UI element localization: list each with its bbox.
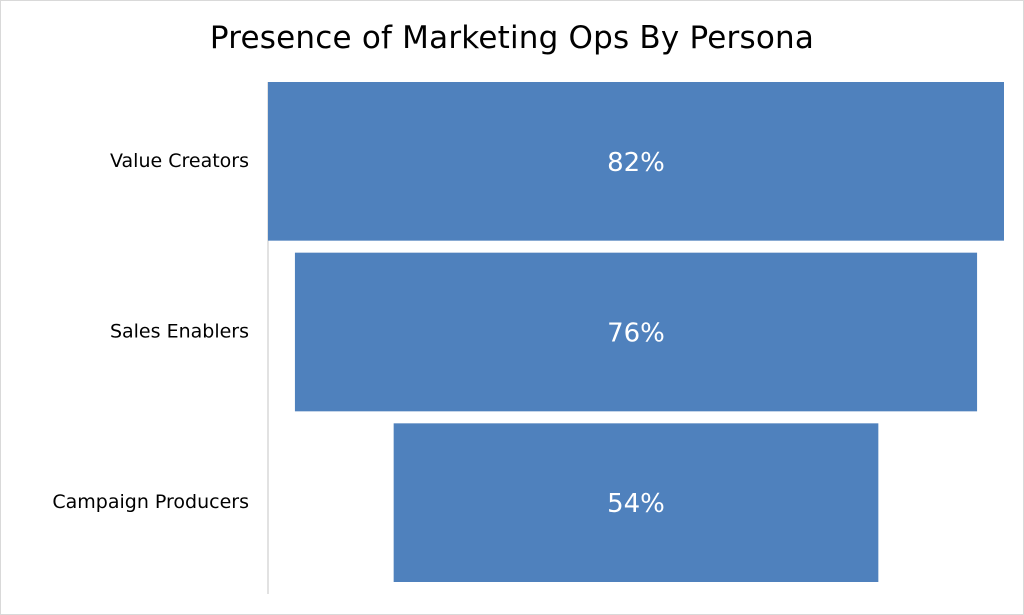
category-label-sales-enablers: Sales Enablers — [110, 321, 249, 343]
category-label-campaign-producers: Campaign Producers — [52, 491, 249, 513]
data-label-value-creators: 82% — [607, 148, 665, 178]
bar-campaign-producers — [393, 423, 879, 582]
bar-value-creators — [268, 82, 1004, 241]
bars-group — [268, 82, 1004, 582]
bar-sales-enablers — [294, 252, 978, 412]
category-label-value-creators: Value Creators — [110, 150, 249, 172]
data-label-campaign-producers: 54% — [607, 489, 665, 519]
chart-title: Presence of Marketing Ops By Persona — [209, 20, 815, 56]
data-labels-group: 82% 76% 54% — [607, 148, 665, 519]
data-label-sales-enablers: 76% — [607, 319, 665, 349]
category-labels-group: Value Creators Sales Enablers Campaign Pro… — [52, 150, 249, 513]
